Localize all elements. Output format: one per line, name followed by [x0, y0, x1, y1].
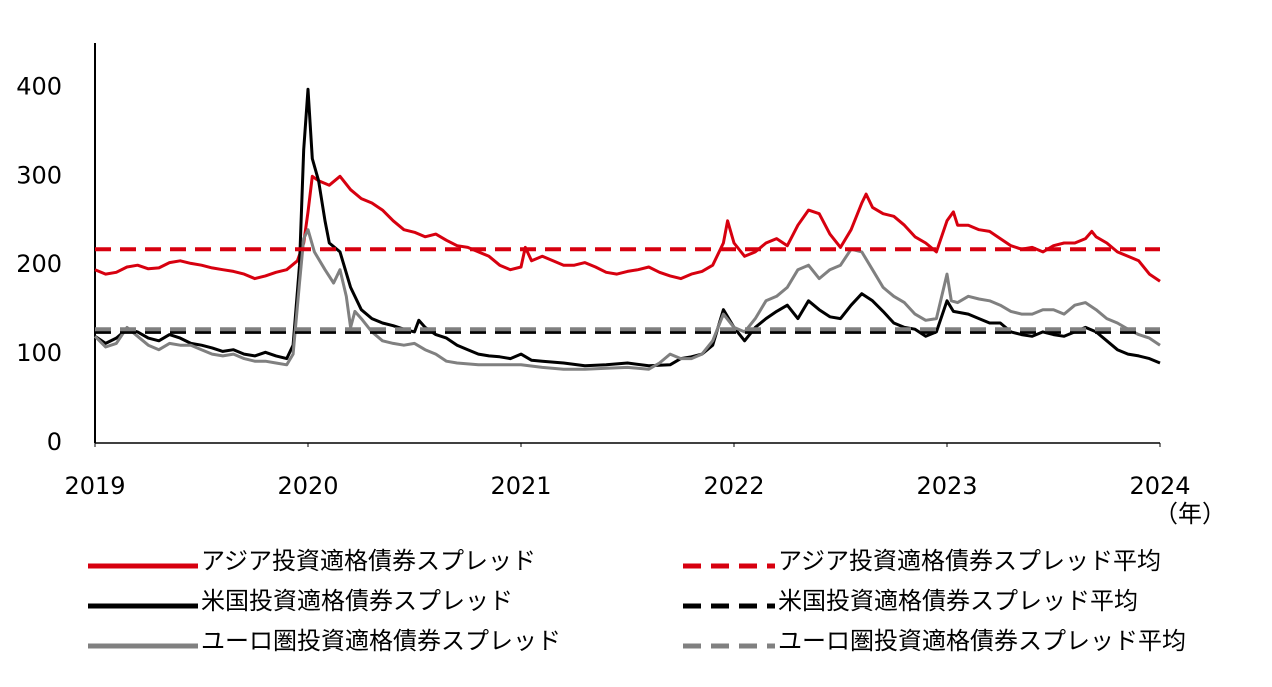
x-tick-label: 2019	[64, 472, 125, 500]
x-tick-label: 2024	[1129, 472, 1190, 500]
x-tick-label: 2021	[490, 472, 551, 500]
y-tick-label: 200	[16, 250, 62, 278]
legend-label: 米国投資適格債券スプレッド平均	[778, 587, 1138, 615]
legend-label: ユーロ圏投資適格債券スプレッド平均	[778, 627, 1186, 655]
y-tick-label: 400	[16, 72, 62, 100]
x-axis-label: （年）	[1154, 500, 1226, 528]
x-tick-label: 2020	[277, 472, 338, 500]
x-tick-label: 2023	[916, 472, 977, 500]
legend-label: 米国投資適格債券スプレッド	[201, 587, 513, 615]
y-tick-label: 0	[47, 428, 62, 456]
series-line	[94, 87, 1161, 368]
y-tick-label: 300	[16, 161, 62, 189]
legend-label: アジア投資適格債券スプレッド平均	[778, 547, 1161, 575]
legend-label: ユーロ圏投資適格債券スプレッド	[201, 627, 561, 655]
series-line	[93, 228, 1161, 371]
x-tick-label: 2022	[703, 472, 764, 500]
legend-label: アジア投資適格債券スプレッド	[201, 547, 536, 575]
series-line	[94, 174, 1161, 283]
y-tick-label: 100	[16, 339, 62, 367]
